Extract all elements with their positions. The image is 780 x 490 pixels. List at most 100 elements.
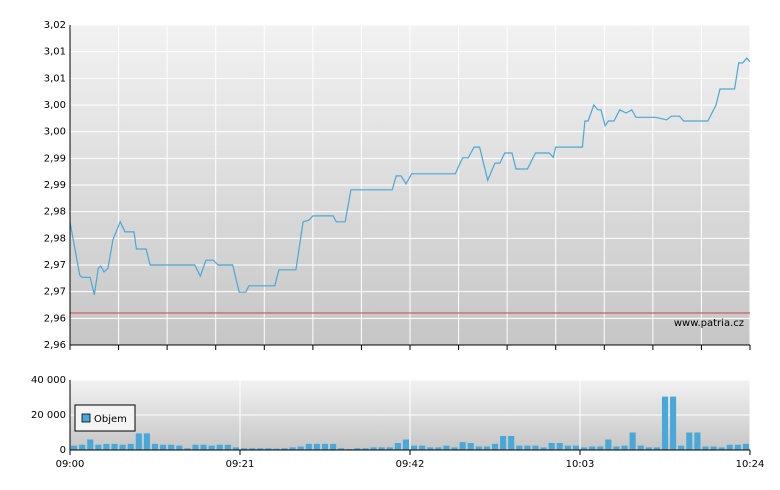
y-tick-label: 3,00 [44, 127, 66, 138]
volume-bar [459, 442, 466, 450]
volume-bar [111, 443, 118, 450]
volume-bar [289, 447, 296, 450]
volume-bar [678, 445, 685, 450]
volume-bar [621, 445, 628, 450]
volume-bar [411, 445, 418, 450]
y-tick-label: 3,01 [44, 47, 66, 58]
watermark: www.patria.cz [674, 318, 744, 329]
volume-bar [435, 447, 442, 450]
volume-bar [224, 444, 231, 450]
volume-bar [637, 445, 644, 450]
volume-bar [103, 443, 110, 450]
volume-bar [87, 439, 94, 450]
volume-bar [467, 443, 474, 450]
volume-bar [548, 443, 555, 450]
y-tick-label: 3,02 [44, 20, 66, 31]
x-tick-label: 09:00 [56, 459, 85, 470]
y-tick-label: 3,00 [44, 100, 66, 111]
volume-bar [451, 447, 458, 450]
volume-bar [556, 443, 563, 450]
volume-bar [362, 448, 369, 450]
volume-bar [597, 446, 604, 450]
price-line [69, 57, 751, 296]
legend-swatch [81, 413, 91, 423]
y-tick-label: 3,01 [44, 73, 66, 84]
legend-label: Objem [94, 414, 127, 425]
volume-bar [443, 445, 450, 450]
volume-bar [491, 443, 499, 450]
volume-bar [151, 443, 159, 450]
volume-bar [168, 444, 175, 450]
volume-bar [176, 445, 183, 450]
volume-bar [249, 448, 256, 450]
volume-bar [200, 444, 207, 450]
volume-bar [257, 448, 264, 450]
volume-bar [726, 444, 733, 450]
volume-bar [143, 433, 150, 450]
volume-bar [232, 447, 239, 450]
volume-bar [192, 444, 199, 450]
volume-bar [313, 443, 320, 450]
volume-bar [645, 447, 652, 450]
y-tick-label: 2,96 [44, 340, 66, 351]
volume-bar [653, 447, 660, 450]
volume-bar [378, 447, 385, 450]
volume-bar [702, 446, 709, 450]
volume-bar [281, 448, 288, 450]
volume-bar [532, 445, 539, 450]
volume-bar [184, 448, 191, 450]
y-tick-label: 2,99 [44, 153, 66, 164]
volume-bar [516, 445, 523, 450]
volume-bar [135, 433, 142, 450]
x-tick-label: 10:03 [566, 459, 595, 470]
volume-bar [508, 436, 515, 450]
volume-bar [354, 448, 361, 450]
y-tick-label: 40 000 [31, 375, 66, 386]
y-tick-label: 2,97 [44, 287, 66, 298]
y-tick-label: 2,97 [44, 260, 66, 271]
volume-bar [127, 443, 134, 450]
volume-bar [386, 447, 393, 450]
x-tick-label: 09:42 [396, 459, 425, 470]
volume-bar [564, 445, 571, 450]
x-tick-label: 09:21 [226, 459, 255, 470]
volume-bar [540, 447, 547, 450]
volume-bar [394, 443, 401, 450]
y-tick-label: 2,96 [44, 313, 66, 324]
volume-bar [742, 443, 749, 450]
volume-bar [694, 432, 701, 450]
y-tick-label: 0 [60, 445, 66, 456]
volume-bar [402, 439, 409, 450]
volume-bar [581, 447, 588, 450]
volume-bar [338, 448, 345, 450]
volume-bar [500, 436, 507, 450]
y-tick-label: 2,98 [44, 233, 66, 244]
volume-bar [589, 446, 596, 450]
volume-bar [629, 432, 636, 450]
volume-bar [572, 445, 579, 450]
x-tick-label: 10:24 [736, 459, 765, 470]
volume-bar [208, 445, 215, 450]
volume-bar [686, 432, 693, 450]
volume-bar [718, 447, 725, 450]
volume-bar [419, 445, 426, 450]
volume-bar [71, 445, 78, 450]
volume-bar [330, 443, 337, 450]
volume-bar [710, 446, 717, 450]
volume-bar [297, 446, 304, 450]
volume-bar [265, 448, 272, 450]
volume-bar [321, 443, 329, 450]
volume-bar [160, 444, 167, 450]
y-tick-label: 2,99 [44, 180, 66, 191]
y-tick-label: 2,98 [44, 207, 66, 218]
volume-bar [273, 448, 280, 450]
volume-bar [241, 448, 248, 450]
volume-bar [483, 446, 490, 450]
volume-bar [734, 444, 741, 450]
volume-bar [475, 446, 482, 450]
volume-bar [305, 443, 312, 450]
volume-bar [613, 446, 620, 450]
volume-bar [370, 447, 377, 450]
volume-bar [661, 396, 669, 450]
